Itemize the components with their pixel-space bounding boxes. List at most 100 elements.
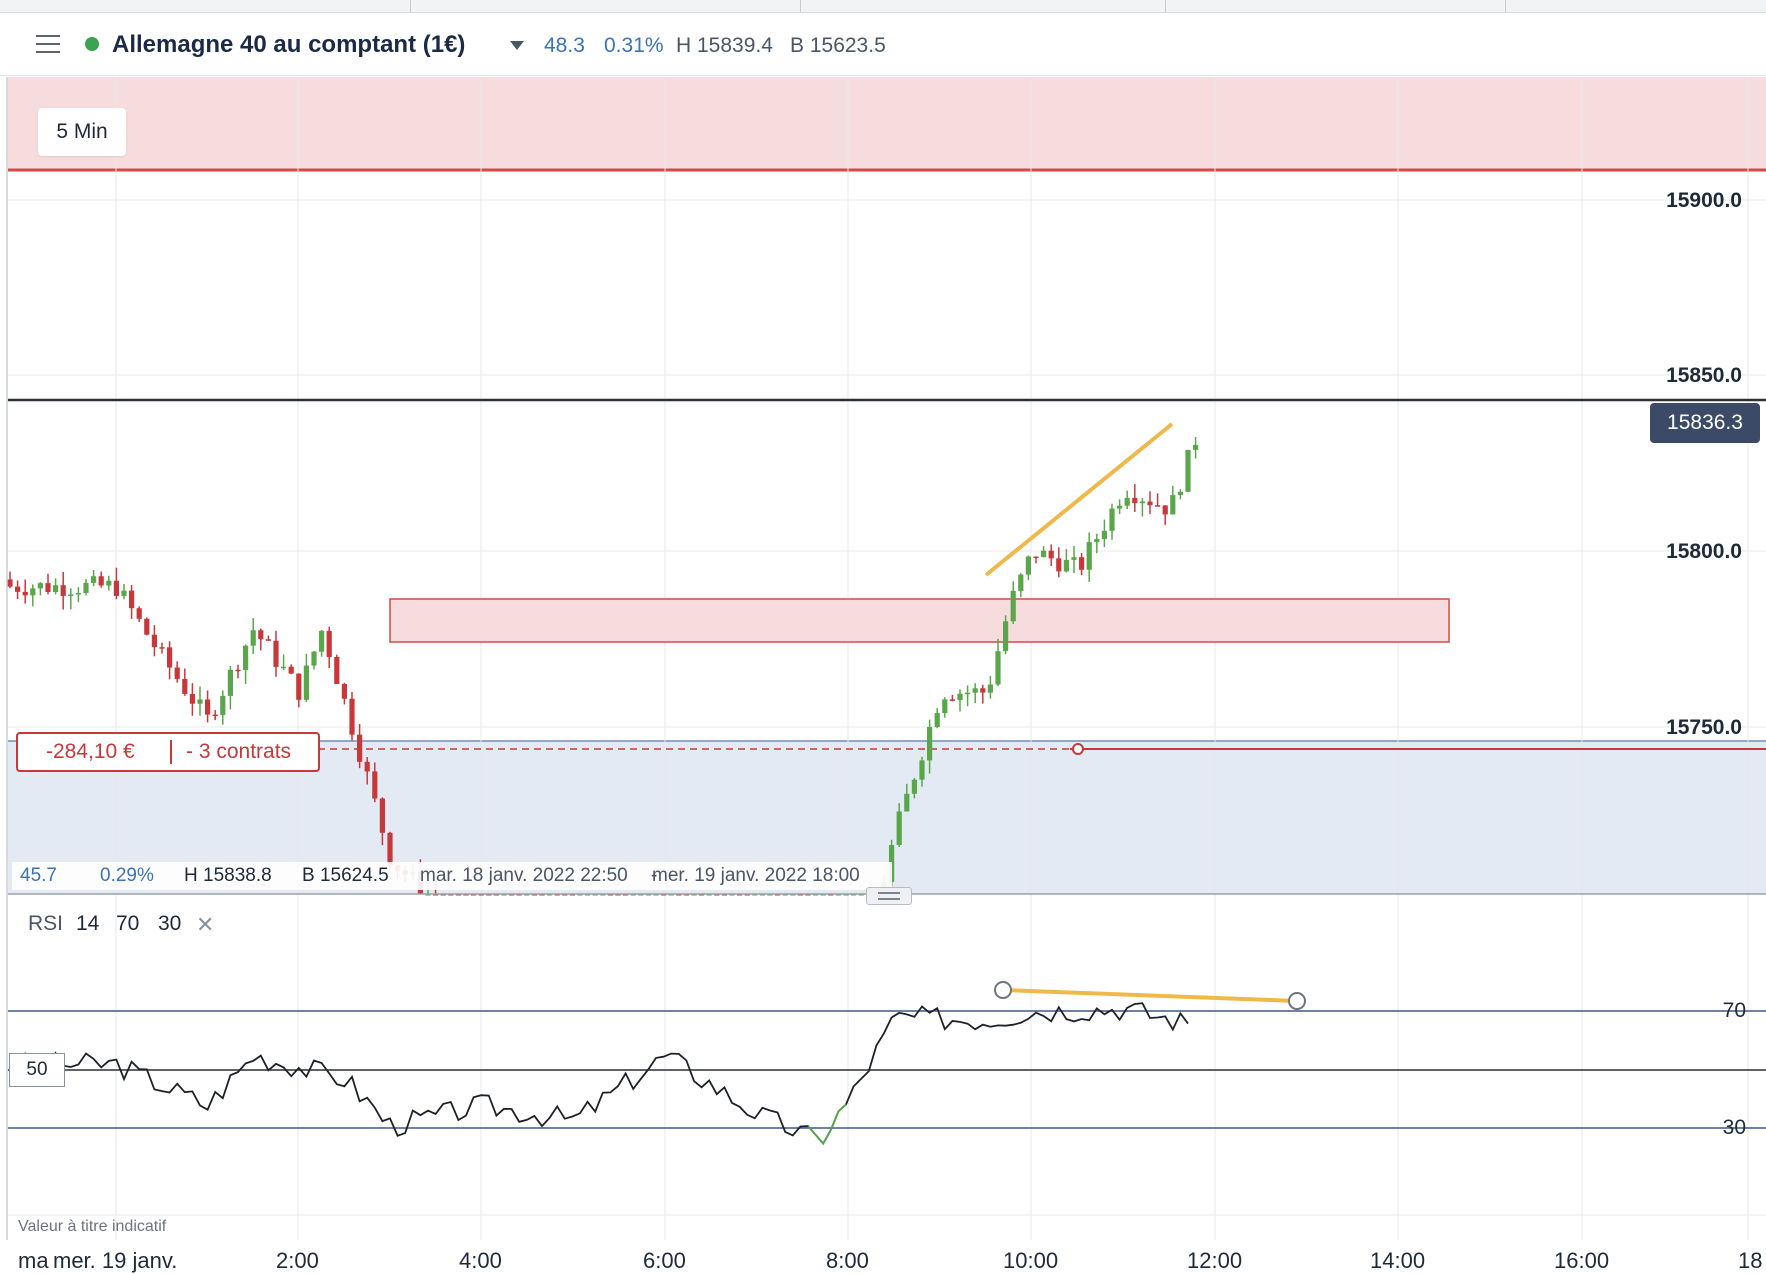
candle-body xyxy=(106,580,112,586)
tab-separator xyxy=(1505,0,1506,12)
candle-body xyxy=(379,798,385,833)
candle-body xyxy=(1162,505,1168,515)
candle-body xyxy=(212,714,218,717)
candle-body xyxy=(341,683,347,699)
candle-body xyxy=(227,669,233,696)
candle-body xyxy=(364,761,370,772)
rsi-upper: 70 xyxy=(116,912,140,935)
candle-body xyxy=(957,693,963,701)
candle-body xyxy=(972,688,978,693)
hamburger-menu-icon[interactable] xyxy=(36,35,60,53)
candle-body xyxy=(83,582,89,594)
candle-body xyxy=(387,832,393,866)
current-price-tag: 15836.3 xyxy=(1650,403,1760,443)
candle-body xyxy=(1010,590,1016,622)
time-axis-label: 2:00 xyxy=(276,1248,319,1273)
candle-body xyxy=(220,695,226,716)
rsi-line xyxy=(9,1002,1189,1146)
timeframe-selector[interactable]: 5 Min xyxy=(38,108,126,156)
time-axis-label: 18 xyxy=(1738,1248,1763,1273)
candle-body xyxy=(987,684,993,693)
candle-body xyxy=(904,793,910,812)
legend-low: B 15624.5 xyxy=(302,865,389,886)
price-grid xyxy=(8,199,1766,728)
candle-body xyxy=(934,713,940,728)
legend-range-start: mar. 18 janv. 2022 22:50 xyxy=(420,865,628,886)
candle-body xyxy=(1170,495,1176,515)
candle-body xyxy=(189,693,195,704)
candle-body xyxy=(965,692,971,695)
candle-body xyxy=(45,583,51,593)
panel-resize-handle[interactable] xyxy=(866,887,912,905)
header-high: H 15839.4 xyxy=(676,34,773,57)
hover-legend: 45.7 0.29% H 15838.8 B 15624.5 mar. 18 j… xyxy=(12,862,892,890)
candle-body xyxy=(1177,491,1183,496)
position-entry-marker[interactable] xyxy=(1072,743,1084,755)
candle-body xyxy=(303,665,309,700)
candle-body xyxy=(37,583,43,589)
rsi-lower: 30 xyxy=(158,912,182,935)
candle-body xyxy=(113,580,119,596)
candle-body xyxy=(311,651,317,666)
candle-body xyxy=(1003,621,1009,652)
time-axis-label: 16:00 xyxy=(1554,1248,1610,1273)
candle-body xyxy=(167,647,173,668)
rsi-divergence-handle-start[interactable] xyxy=(994,981,1012,999)
candle-body xyxy=(98,576,104,586)
candle-body xyxy=(911,779,917,794)
consolidation-zone[interactable] xyxy=(389,598,1450,643)
candle-body xyxy=(372,771,378,799)
candle-body xyxy=(1124,497,1130,506)
resistance-zone xyxy=(8,77,1766,170)
remove-rsi-icon[interactable]: ✕ xyxy=(196,912,215,937)
header-change: 48.3 xyxy=(544,34,585,57)
instrument-dropdown-icon[interactable] xyxy=(510,41,524,50)
candle-body xyxy=(159,647,165,649)
indicative-note: Valeur à titre indicatif xyxy=(18,1218,167,1235)
candle-body xyxy=(22,591,28,596)
candle-body xyxy=(288,666,294,674)
candle-body xyxy=(1071,557,1077,560)
time-axis-label: 6:00 xyxy=(643,1248,686,1273)
candle-body xyxy=(980,688,986,693)
candle-body xyxy=(1048,550,1054,559)
candle-body xyxy=(250,630,256,646)
candle-body xyxy=(326,630,332,657)
time-axis-label: mer. 19 janv. xyxy=(53,1248,178,1273)
candle-body xyxy=(281,666,287,669)
tab-separator xyxy=(1165,0,1166,12)
price-axis-label: 15800.0 xyxy=(1666,540,1742,563)
candle-body xyxy=(1063,559,1069,572)
legend-high: H 15838.8 xyxy=(184,865,272,886)
candle-body xyxy=(151,634,157,648)
candle-body xyxy=(129,590,135,609)
candle-body xyxy=(1193,444,1199,450)
candle-body xyxy=(205,699,211,715)
legend-range-end: mer. 19 janv. 2022 18:00 xyxy=(652,865,860,886)
candle-body xyxy=(136,608,142,619)
price-trendline[interactable] xyxy=(984,422,1174,577)
legend-range-dash: - xyxy=(651,865,658,886)
candle-body xyxy=(144,618,150,635)
candle-body xyxy=(319,630,325,652)
candle-body xyxy=(91,576,97,583)
rsi-divergence-handle-end[interactable] xyxy=(1288,992,1306,1010)
rsi-period: 14 xyxy=(76,912,100,935)
header-low: B 15623.5 xyxy=(790,34,886,57)
candle-body xyxy=(349,698,355,735)
market-open-status-icon xyxy=(85,37,99,51)
rsi-divergence-line[interactable] xyxy=(1002,988,1298,1003)
candle-body xyxy=(334,656,340,684)
time-axis-label: 4:00 xyxy=(459,1248,502,1273)
candle-body xyxy=(182,678,188,694)
candle-body xyxy=(1033,556,1039,558)
open-position-badge[interactable]: -284,10 € - 3 contrats xyxy=(16,732,320,772)
time-axis-label: 10:00 xyxy=(1003,1248,1059,1273)
price-axis-label: 15750.0 xyxy=(1666,716,1742,739)
candle-body xyxy=(995,651,1001,685)
tab-separator xyxy=(410,0,411,12)
instrument-title[interactable]: Allemagne 40 au comptant (1€) xyxy=(112,31,466,58)
candle-body xyxy=(1155,505,1161,507)
candle-body xyxy=(1101,530,1107,540)
